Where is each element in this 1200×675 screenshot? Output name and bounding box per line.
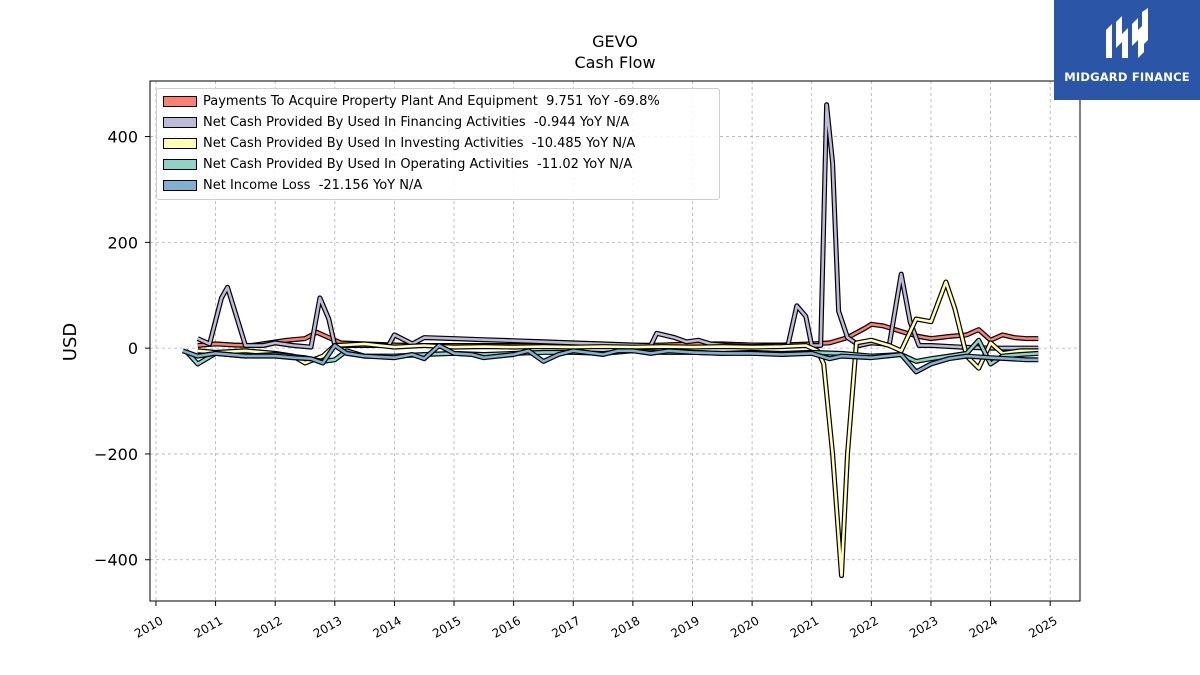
y-tick-label: −400 [94,551,138,570]
series-line-3 [197,280,1039,577]
x-tick-label: 2018 [609,613,642,640]
x-tick-label: 2015 [430,613,463,640]
legend-swatch [163,116,197,128]
midgard-finance-logo[interactable]: MIDGARD FINANCE [1054,0,1200,100]
legend-swatch [163,179,197,191]
x-tick-label: 2014 [370,613,403,640]
y-tick-label: 400 [107,128,138,147]
x-tick-label: 2010 [132,613,165,640]
legend-item: Net Income Loss -21.156 YoY N/A [163,176,422,194]
series-line-1 [197,322,1039,347]
x-tick-label: 2019 [669,613,702,640]
x-axis: 2010 2011 2012 2013 2014 2015 2016 2017 2018 2019… [132,601,1060,641]
x-tick-label: 2021 [788,613,821,640]
y-axis: 400 200 0 −200 −400 [94,128,150,570]
chart-subtitle: Cash Flow [574,53,656,72]
legend-item: Net Cash Provided By Used In Financing A… [163,113,629,131]
y-axis-label: USD [60,323,81,361]
x-tick-label: 2012 [251,613,284,640]
legend-swatch [163,95,197,107]
midgard-logo-icon [1106,8,1148,58]
legend-item: Payments To Acquire Property Plant And E… [163,92,660,110]
legend-item: Net Cash Provided By Used In Investing A… [163,134,635,152]
x-tick-label: 2011 [192,613,225,640]
brand-name: MIDGARD FINANCE [1064,70,1190,84]
x-tick-label: 2025 [1026,613,1059,640]
x-tick-label: 2013 [311,613,344,640]
legend-label: Net Income Loss -21.156 YoY N/A [203,177,423,193]
x-tick-label: 2016 [490,613,523,640]
chart-title: GEVO [592,32,638,51]
series-line-5 [182,344,1039,374]
legend-label: Net Cash Provided By Used In Operating A… [203,156,633,172]
x-tick-label: 2022 [847,613,880,640]
y-tick-label: 200 [107,233,138,252]
x-tick-label: 2020 [728,613,761,640]
legend-swatch [163,158,197,170]
x-tick-label: 2023 [907,613,940,640]
legend: Payments To Acquire Property Plant And E… [156,88,720,200]
x-tick-label: 2024 [967,613,1000,640]
legend-swatch [163,137,197,149]
legend-label: Net Cash Provided By Used In Investing A… [203,135,636,151]
x-tick-label: 2017 [549,613,582,640]
y-tick-label: −200 [94,445,138,464]
series-layer [181,102,1039,579]
plot-frame [149,80,1081,602]
legend-label: Net Cash Provided By Used In Financing A… [203,114,630,130]
legend-item: Net Cash Provided By Used In Operating A… [163,155,632,173]
y-tick-label: 0 [128,339,138,358]
legend-label: Payments To Acquire Property Plant And E… [203,93,660,109]
